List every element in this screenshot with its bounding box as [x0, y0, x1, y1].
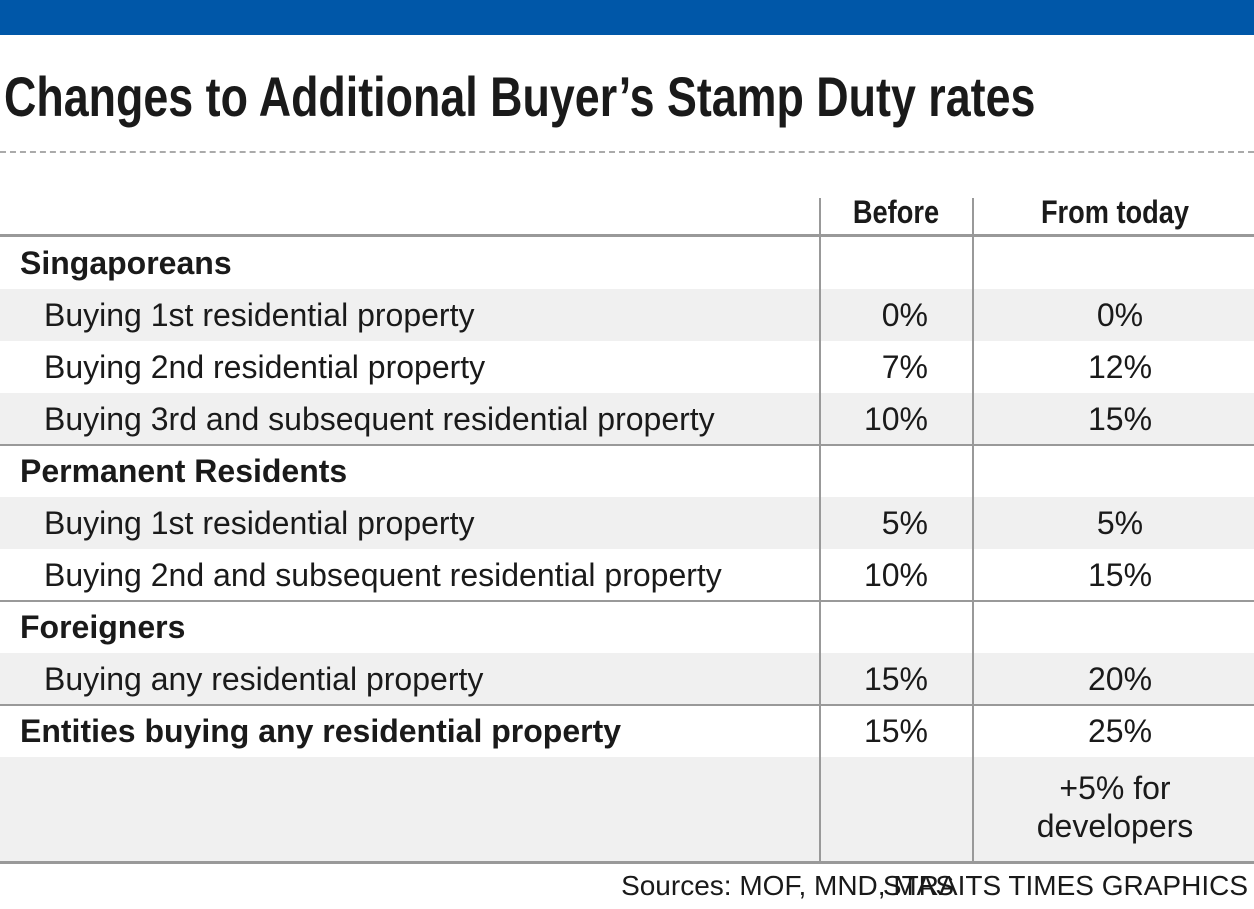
cell: 5% — [1096, 505, 1144, 541]
title: Changes to Additional Buyer’s Stamp Duty… — [4, 65, 1036, 128]
cell: 20% — [1087, 661, 1153, 697]
cell: 0% — [881, 297, 928, 333]
col-rule — [972, 198, 974, 861]
cell: 7% — [881, 349, 928, 385]
note: +5% for developers — [1036, 770, 1194, 844]
cell: 5% — [881, 505, 928, 541]
row-shade — [0, 653, 1254, 705]
group-label: Singaporeans — [20, 245, 232, 281]
cell: 10% — [863, 401, 928, 437]
cell: 15% — [1087, 401, 1153, 437]
row-shade — [0, 393, 1254, 445]
row-label: Buying 3rd and subsequent residential pr… — [44, 401, 715, 437]
divider — [0, 151, 1254, 153]
cell: 10% — [863, 557, 928, 593]
row-label: Buying 2nd and subsequent residential pr… — [44, 557, 722, 593]
cell: 15% — [1087, 557, 1153, 593]
col-rule — [819, 198, 821, 861]
row-label: Buying 2nd residential property — [44, 349, 486, 385]
rule — [0, 704, 1254, 706]
row-shade — [0, 757, 1254, 861]
cell: 12% — [1087, 349, 1153, 385]
group-label: Permanent Residents — [20, 453, 348, 489]
rule — [0, 444, 1254, 446]
cell: 15% — [863, 661, 928, 697]
sources: Sources: MOF, MND, MAS — [621, 870, 954, 901]
cell: 15% — [863, 713, 928, 749]
rule — [0, 600, 1254, 602]
credit: STRAITS TIMES GRAPHICS — [882, 870, 1248, 901]
top-bar — [0, 0, 1254, 35]
cell: 0% — [1096, 297, 1144, 333]
column-header: Before — [852, 194, 940, 230]
group-label: Entities buying any residential property — [20, 713, 622, 749]
rule — [0, 861, 1254, 864]
cell: 25% — [1087, 713, 1153, 749]
row-shade — [0, 289, 1254, 341]
row-label: Buying 1st residential property — [44, 297, 475, 333]
row-label: Buying 1st residential property — [44, 505, 475, 541]
column-header: From today — [1040, 194, 1190, 230]
rule — [0, 234, 1254, 237]
row-label: Buying any residential property — [44, 661, 484, 697]
group-label: Foreigners — [20, 609, 186, 645]
row-shade — [0, 497, 1254, 549]
